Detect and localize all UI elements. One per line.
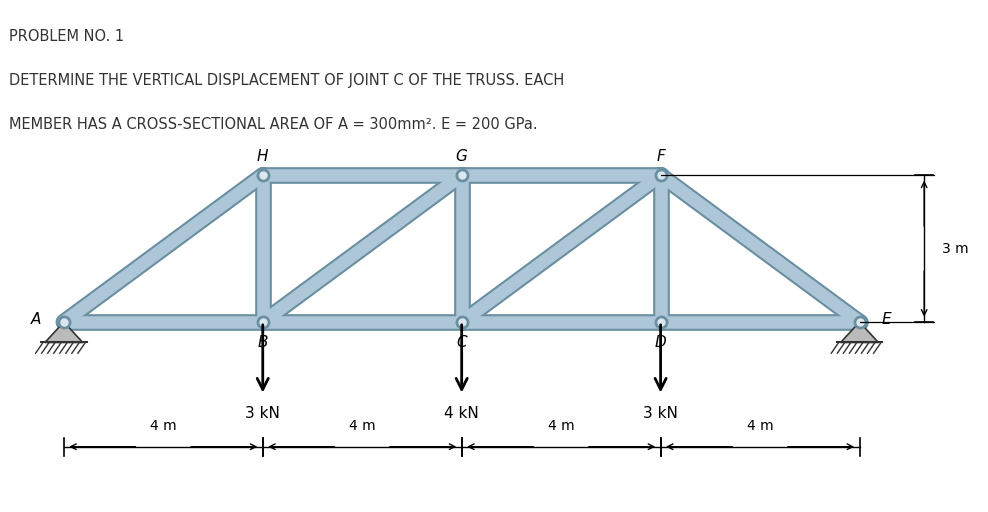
- Text: 4 kN: 4 kN: [445, 406, 479, 421]
- Text: 3 m: 3 m: [942, 242, 968, 255]
- Polygon shape: [44, 322, 83, 343]
- Text: MEMBER HAS A CROSS-SECTIONAL AREA OF A = 300mm². E = 200 GPa.: MEMBER HAS A CROSS-SECTIONAL AREA OF A =…: [9, 117, 537, 132]
- Text: 3 kN: 3 kN: [643, 406, 678, 421]
- Text: PROBLEM NO. 1: PROBLEM NO. 1: [9, 29, 124, 44]
- Text: H: H: [257, 149, 269, 164]
- Text: 4 m: 4 m: [747, 419, 774, 433]
- Text: 4 m: 4 m: [547, 419, 574, 433]
- Polygon shape: [841, 322, 878, 343]
- Text: G: G: [455, 149, 467, 164]
- Text: 4 m: 4 m: [150, 419, 177, 433]
- Text: DETERMINE THE VERTICAL DISPLACEMENT OF JOINT C OF THE TRUSS. EACH: DETERMINE THE VERTICAL DISPLACEMENT OF J…: [9, 73, 564, 88]
- Text: 3 kN: 3 kN: [245, 406, 281, 421]
- Text: F: F: [656, 149, 665, 164]
- Text: B: B: [258, 335, 268, 350]
- Text: C: C: [456, 335, 467, 350]
- Text: D: D: [655, 335, 667, 350]
- Text: E: E: [882, 312, 891, 327]
- Text: 4 m: 4 m: [349, 419, 375, 433]
- Text: A: A: [31, 312, 41, 327]
